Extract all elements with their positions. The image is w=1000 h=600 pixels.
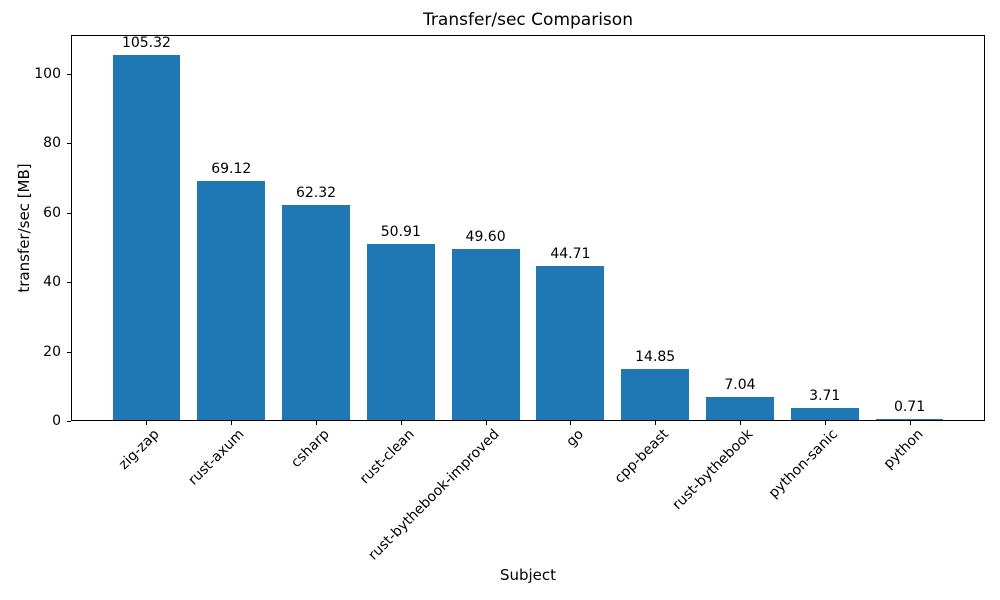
bar — [366, 244, 435, 421]
bar-value-label: 49.60 — [465, 228, 506, 245]
bar — [282, 204, 350, 421]
x-tick-label: rust-bythebook — [669, 426, 757, 514]
y-tick-mark — [67, 282, 71, 284]
y-tick-label: 100 — [34, 65, 61, 82]
y-axis-label: transfer/sec [MB] — [15, 163, 33, 293]
bar-value-label: 50.91 — [380, 224, 421, 241]
y-tick-label: 20 — [43, 343, 61, 360]
bar — [112, 55, 181, 421]
y-tick-label: 0 — [52, 413, 61, 429]
y-tick-label: 40 — [43, 274, 61, 291]
bar-value-label: 105.32 — [121, 35, 171, 52]
y-tick-mark — [67, 143, 71, 145]
bar-value-label: 62.32 — [295, 184, 337, 201]
bar — [875, 418, 944, 421]
x-tick-mark — [316, 421, 318, 425]
bar — [451, 248, 520, 421]
x-tick-label: rust-clean — [356, 426, 418, 488]
x-tick-label: csharp — [288, 426, 333, 471]
y-tick-label: 80 — [43, 135, 61, 152]
x-tick-mark — [909, 421, 911, 425]
y-tick-mark — [67, 73, 71, 75]
y-tick-mark — [67, 421, 71, 422]
x-tick-mark — [146, 421, 148, 425]
x-tick-label: go — [563, 426, 588, 450]
bar-value-label: 7.04 — [724, 376, 756, 393]
bar-value-label: 3.71 — [809, 388, 841, 405]
x-tick-label: zig-zap — [116, 426, 164, 473]
x-tick-mark — [739, 421, 741, 425]
x-tick-mark — [485, 421, 487, 425]
x-tick-label: cpp-beast — [611, 426, 672, 487]
x-tick-label: rust-axum — [185, 426, 248, 489]
bar — [621, 369, 690, 421]
bar-value-label: 14.85 — [635, 349, 676, 366]
x-tick-mark — [655, 421, 657, 425]
bar — [790, 408, 859, 421]
y-tick-mark — [67, 212, 71, 214]
plot-area — [71, 35, 985, 421]
x-tick-mark — [570, 421, 572, 425]
bar-value-label: 44.71 — [550, 245, 591, 262]
bar — [536, 265, 605, 421]
y-tick-mark — [67, 351, 71, 353]
bar — [706, 396, 774, 421]
x-tick-label: python-sanic — [766, 426, 842, 502]
bar — [197, 181, 266, 421]
x-tick-mark — [400, 421, 402, 425]
bar-value-label: 69.12 — [211, 161, 252, 178]
x-tick-mark — [231, 421, 233, 425]
bar-value-label: 0.71 — [893, 398, 926, 415]
chart-title: Transfer/sec Comparison — [423, 10, 633, 30]
y-tick-label: 60 — [43, 204, 61, 221]
x-tick-mark — [824, 421, 826, 425]
x-tick-label: python — [880, 426, 927, 473]
x-axis-label: Subject — [499, 566, 557, 584]
